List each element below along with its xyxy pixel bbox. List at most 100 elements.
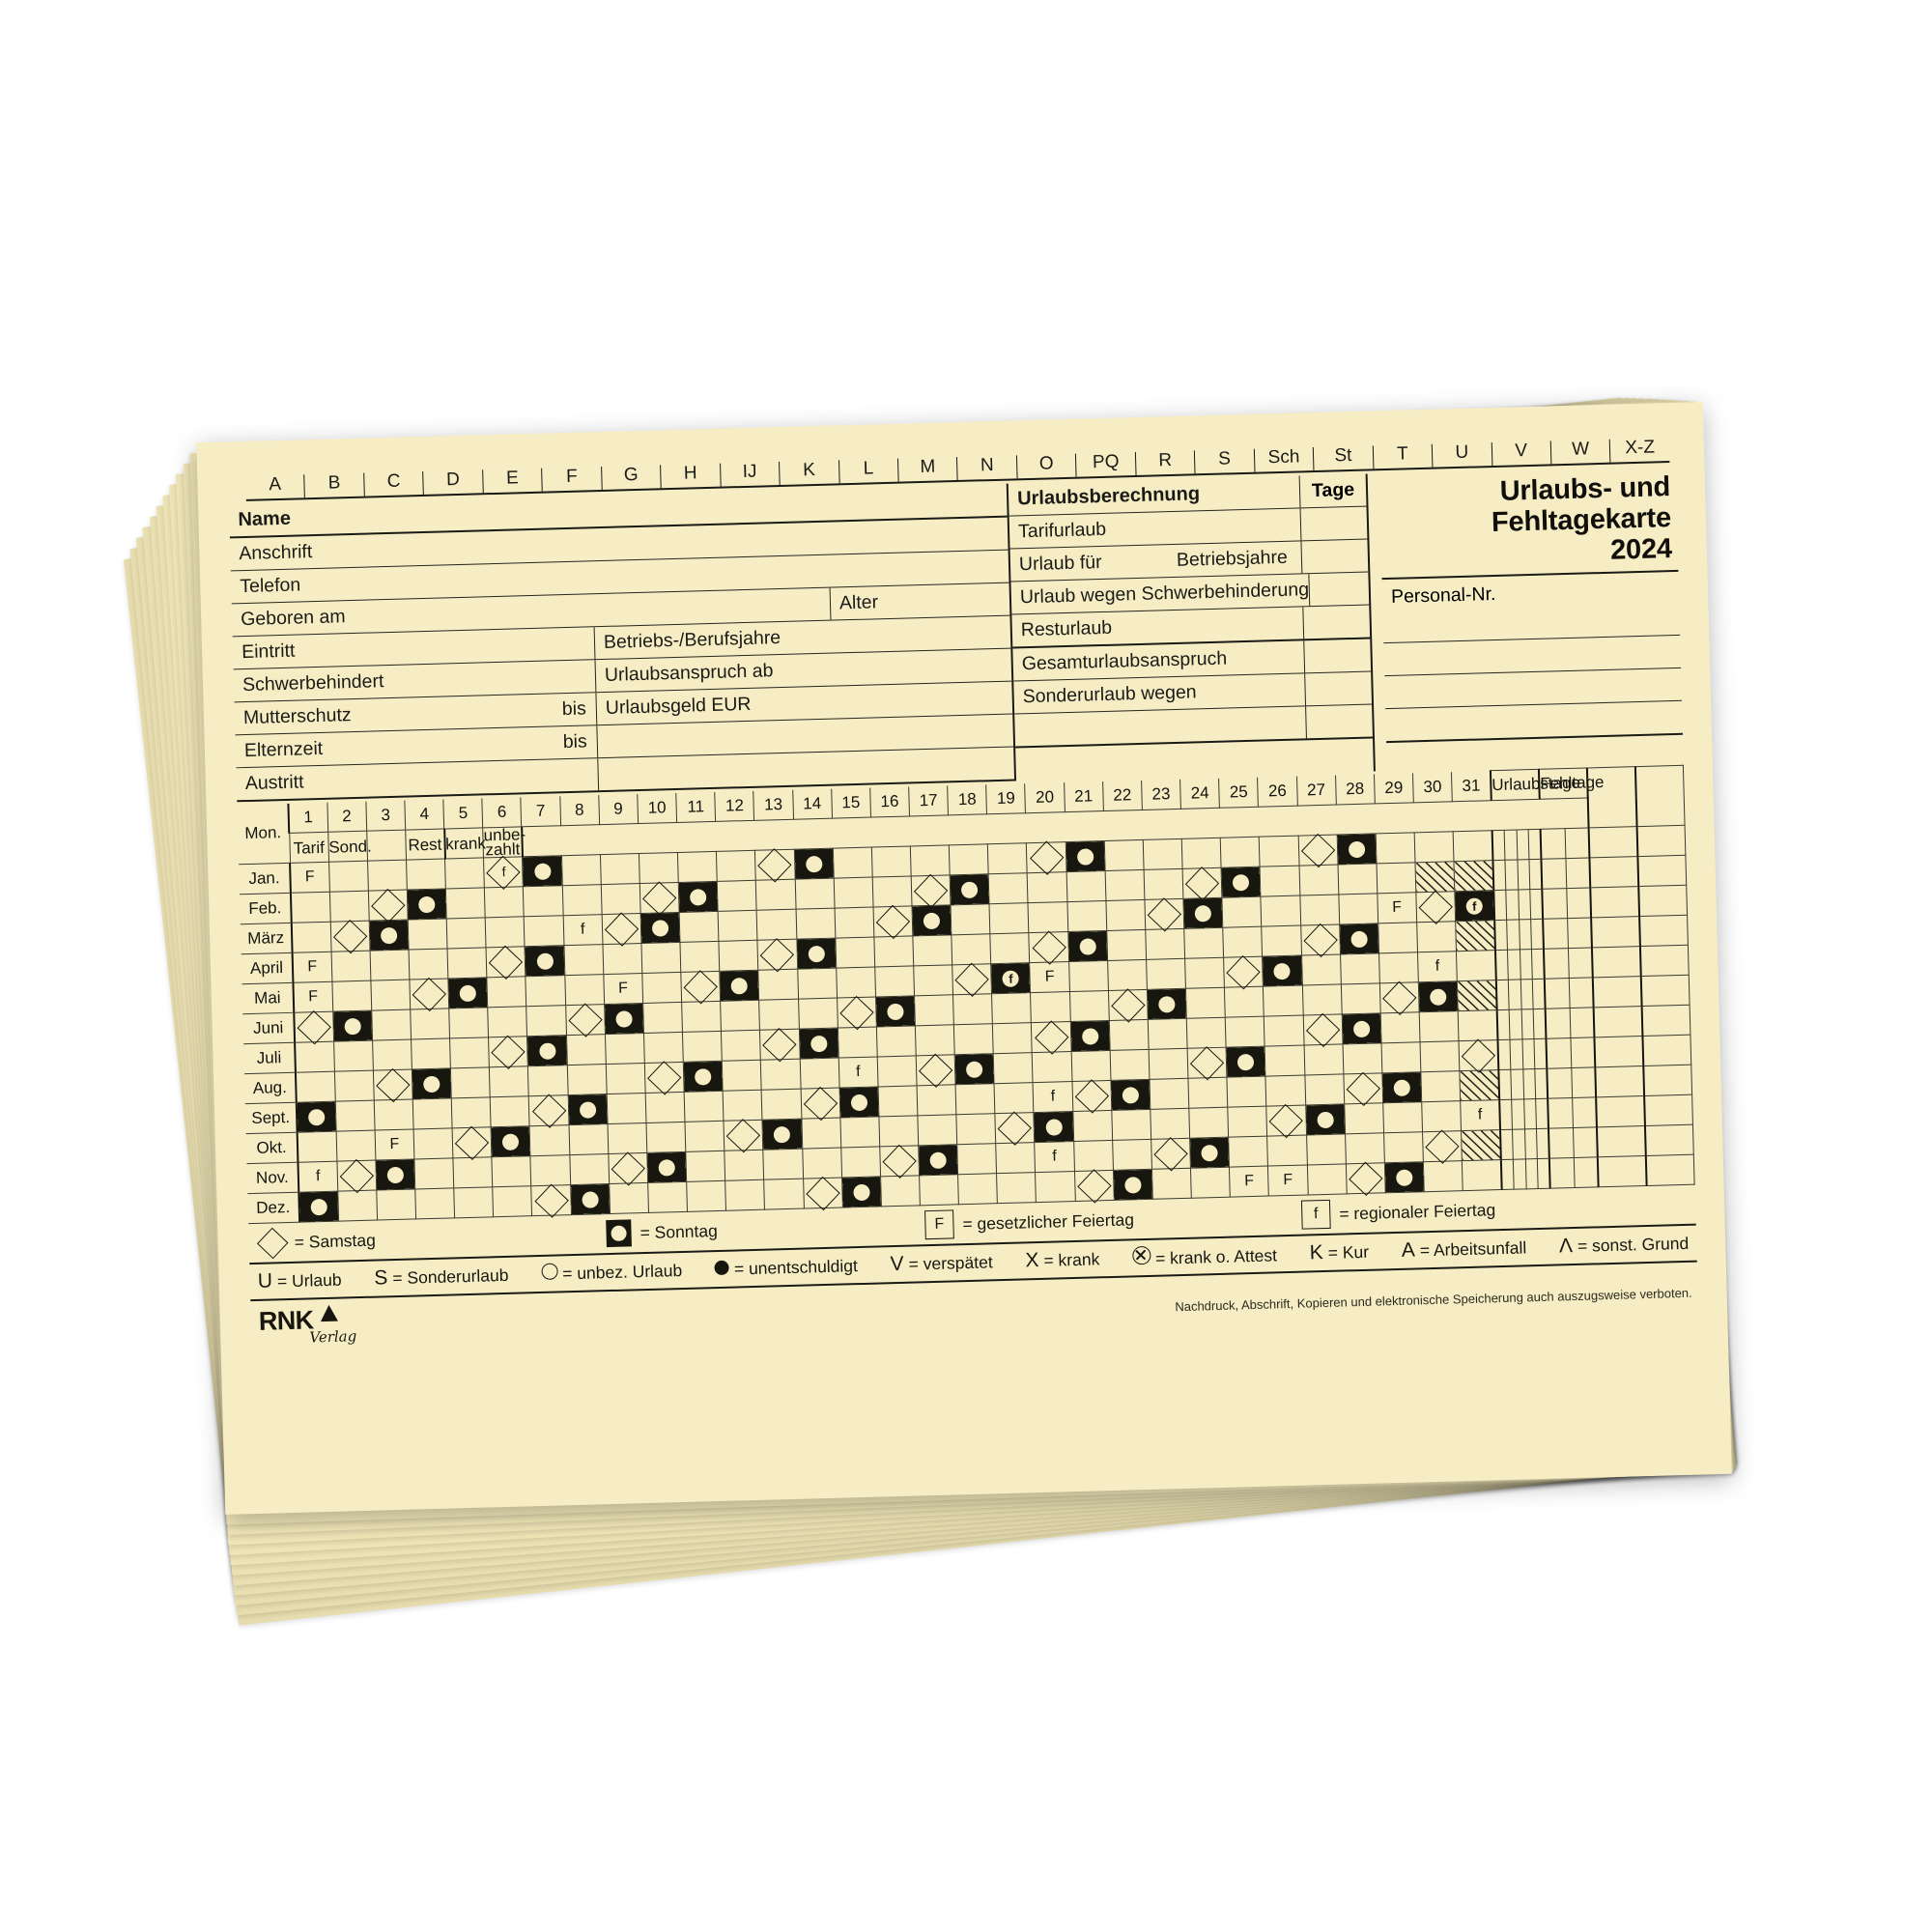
day-cell[interactable] — [1305, 1103, 1346, 1135]
day-cell[interactable] — [1145, 928, 1185, 960]
day-cell[interactable] — [793, 848, 834, 880]
summary-cell[interactable] — [1568, 977, 1594, 1009]
day-cell[interactable] — [717, 880, 757, 912]
summary-cell[interactable] — [1546, 1037, 1572, 1069]
day-cell[interactable] — [1150, 1108, 1190, 1140]
day-cell[interactable]: f — [990, 962, 1031, 994]
day-cell[interactable] — [1228, 1106, 1268, 1138]
day-cell[interactable] — [951, 933, 991, 965]
day-cell[interactable] — [721, 1030, 761, 1062]
alpha-tab-e[interactable]: E — [482, 468, 544, 494]
day-cell[interactable] — [678, 881, 719, 913]
day-cell[interactable] — [643, 1032, 684, 1064]
summary-cell[interactable] — [1589, 856, 1639, 888]
day-cell[interactable] — [490, 1095, 530, 1127]
day-cell[interactable] — [445, 887, 486, 919]
day-cell[interactable] — [522, 855, 562, 887]
day-cell[interactable] — [719, 970, 759, 1002]
day-cell[interactable] — [1068, 960, 1109, 992]
day-cell[interactable] — [758, 969, 799, 1001]
day-cell[interactable] — [833, 877, 873, 909]
day-cell[interactable] — [1299, 894, 1340, 926]
day-cell[interactable] — [681, 1001, 722, 1033]
day-cell[interactable] — [759, 1027, 800, 1062]
day-cell[interactable] — [296, 1101, 336, 1133]
day-cell[interactable] — [955, 1083, 996, 1115]
day-cell[interactable] — [1151, 1168, 1192, 1200]
day-cell[interactable] — [916, 1053, 956, 1088]
day-cell[interactable] — [755, 879, 796, 911]
summary-cell[interactable] — [1566, 887, 1592, 919]
summary-cell[interactable] — [1570, 1037, 1596, 1068]
day-cell[interactable] — [297, 1131, 337, 1163]
day-cell[interactable] — [337, 1190, 378, 1222]
day-cell[interactable] — [763, 1179, 804, 1210]
day-cell[interactable] — [1343, 1071, 1383, 1106]
summary-cell[interactable] — [1510, 1068, 1524, 1100]
summary-cell[interactable] — [1573, 1156, 1599, 1188]
day-cell[interactable] — [683, 1061, 724, 1093]
alpha-tab-c[interactable]: C — [364, 471, 425, 497]
day-cell[interactable] — [837, 995, 877, 1030]
day-cell[interactable] — [525, 945, 565, 977]
day-cell[interactable] — [840, 1146, 881, 1179]
day-cell[interactable] — [531, 1182, 572, 1218]
summary-cell[interactable] — [1590, 886, 1640, 918]
day-cell[interactable] — [1383, 1131, 1424, 1163]
summary-cell[interactable] — [1591, 916, 1640, 948]
summary-cell[interactable] — [1565, 857, 1591, 889]
day-cell[interactable] — [996, 1142, 1036, 1174]
day-cell[interactable] — [1109, 1049, 1150, 1081]
day-cell[interactable] — [407, 888, 447, 921]
day-cell[interactable] — [567, 1094, 608, 1125]
day-cell[interactable] — [952, 962, 992, 997]
summary-cell[interactable] — [1636, 825, 1686, 857]
day-cell[interactable] — [561, 854, 602, 886]
day-cell[interactable] — [1454, 860, 1494, 892]
day-cell[interactable] — [684, 1091, 724, 1122]
day-cell[interactable]: f — [1460, 1099, 1501, 1131]
day-cell[interactable]: f — [298, 1161, 338, 1193]
day-cell[interactable] — [794, 878, 835, 910]
day-cell[interactable] — [910, 844, 951, 876]
day-cell[interactable] — [796, 938, 837, 970]
day-cell[interactable] — [334, 1070, 375, 1102]
summary-cell[interactable] — [1494, 920, 1508, 951]
day-cell[interactable] — [640, 912, 681, 944]
day-cell[interactable] — [446, 917, 487, 949]
day-cell[interactable] — [949, 843, 989, 875]
day-cell[interactable] — [799, 1058, 839, 1090]
calendar-table[interactable]: Mon. 1 2 3 4 5 6 7 8 9 10 11 12 13 14 15 16 17 18 19 20 21 22 2… — [237, 765, 1695, 1224]
summary-cell[interactable] — [1504, 829, 1518, 861]
summary-cell[interactable] — [1640, 975, 1690, 1007]
alpha-tab-r[interactable]: R — [1135, 450, 1196, 475]
day-cell[interactable]: f — [483, 855, 524, 890]
day-cell[interactable] — [487, 1006, 527, 1037]
day-cell[interactable] — [1028, 901, 1068, 933]
day-cell[interactable] — [1030, 991, 1070, 1023]
day-cell[interactable] — [1422, 1129, 1463, 1164]
day-cell[interactable] — [1182, 866, 1223, 900]
day-cell[interactable] — [372, 1039, 412, 1071]
day-cell[interactable]: F — [1267, 1164, 1308, 1197]
day-cell[interactable] — [645, 1092, 686, 1123]
alpha-tab-l[interactable]: L — [838, 458, 899, 484]
alpha-tab-v[interactable]: V — [1492, 440, 1552, 467]
day-cell[interactable] — [1065, 870, 1106, 902]
day-cell[interactable] — [1144, 896, 1184, 932]
day-cell[interactable] — [647, 1181, 688, 1213]
day-cell[interactable] — [1223, 954, 1264, 989]
day-cell[interactable] — [682, 1031, 723, 1063]
day-cell[interactable] — [413, 1157, 454, 1189]
summary-cell[interactable] — [1533, 1038, 1548, 1069]
summary-cell[interactable] — [1548, 1127, 1574, 1159]
day-cell[interactable] — [290, 892, 330, 923]
day-cell[interactable] — [447, 977, 488, 1009]
day-cell[interactable] — [1455, 920, 1495, 952]
summary-cell[interactable] — [1643, 1065, 1692, 1096]
day-cell[interactable] — [335, 1130, 376, 1162]
summary-cell[interactable] — [1548, 1157, 1575, 1189]
summary-cell[interactable] — [1597, 1155, 1647, 1187]
day-cell[interactable] — [875, 995, 916, 1027]
day-cell[interactable] — [524, 915, 564, 947]
